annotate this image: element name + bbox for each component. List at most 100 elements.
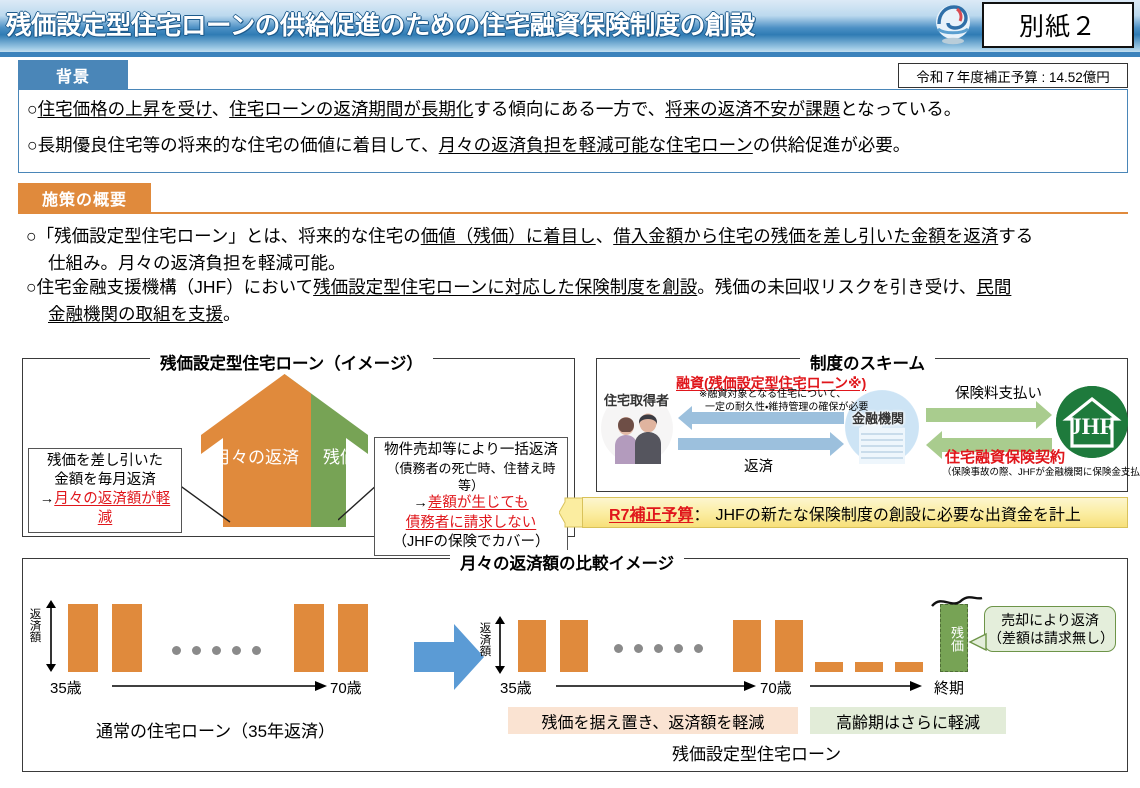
loan-image-title: 残価設定型住宅ローン（イメージ） (150, 350, 433, 374)
ellipsis-dot (674, 644, 683, 653)
bar-right-elderly-1 (815, 662, 843, 672)
callout-reduced-monthly-payment: 残価を差し引いた 金額を毎月返済 →月々の返済額が軽減 (28, 448, 182, 533)
bar-right-main-4 (775, 620, 803, 672)
budget-note-label: 令和７年度補正予算 : 14.52億円 (916, 69, 1110, 85)
bar-right-main-2 (560, 620, 588, 672)
bar-right-elderly-2 (855, 662, 883, 672)
left-panel-caption: 通常の住宅ローン（35年返済） (96, 722, 336, 741)
callout-left-line-1: 残価を差し引いた (47, 453, 163, 469)
header-rule (0, 52, 1140, 57)
leader-line-left (175, 482, 231, 523)
right-panel-ellipsis (614, 644, 703, 653)
house-label-monthly-repayment: 月々の返済 (214, 448, 299, 467)
bubble-line-2: （差額は請求無し） (988, 630, 1114, 647)
ellipsis-dot (654, 644, 663, 653)
scheme-actor-bank-label: 金融機関 (852, 411, 905, 426)
scheme-label-insurance-contract: 住宅融資保険契約 (945, 449, 1066, 466)
jhf-house-logo-icon: JHF (1056, 386, 1128, 458)
callout-lump-sum-repayment: 物件売却等により一括返済 （債務者の死亡時、住替え時等） →差額が生じても 債務… (374, 437, 568, 556)
r7-banner-label: R7補正予算 (609, 506, 694, 524)
section-tab-background: 背景 (18, 60, 128, 90)
right-panel-x-axis-arrow-2 (810, 681, 922, 691)
callout-right-line-1: 物件売却等により一括返済 (384, 442, 558, 458)
scheme-label-repayment: 返済 (744, 459, 773, 475)
callout-sale-repayment: 売却により返済 （差額は請求無し） (984, 606, 1116, 653)
r7-banner-arrow-tail (559, 497, 585, 528)
house-label-residual-value: 残価 (323, 448, 357, 467)
scheme-label-loan: 融資(残価設定型住宅ローン※) (676, 375, 867, 391)
band-label-residual-deferred: 残価を据え置き、返済額を軽減 (508, 707, 798, 734)
couple-avatar-icon (601, 392, 673, 464)
right-panel-x-axis-arrow-1 (556, 681, 756, 691)
ellipsis-dot (694, 644, 703, 653)
bar-residual-value (940, 604, 968, 672)
ellipsis-dot (232, 646, 241, 655)
house-diagram-icon (201, 374, 368, 527)
bubble-tail-icon (968, 632, 987, 652)
bar-residual-value-label: 残価 (949, 626, 964, 652)
right-panel-x-start-label: 35歳 (500, 680, 532, 697)
ellipsis-dot (634, 644, 643, 653)
page-title: 残価設定型住宅ローンの供給促進のための住宅融資保険制度の創設 (6, 12, 755, 40)
right-panel-caption: 残価設定型住宅ローン (672, 745, 842, 764)
left-panel-y-axis-label: 返済額 (28, 608, 41, 643)
left-panel-ellipsis (172, 646, 261, 655)
bar-right-main-1 (518, 620, 546, 672)
ellipsis-dot (212, 646, 221, 655)
scheme-arrows-left (678, 406, 844, 456)
section-tab-outline-label: 施策の概要 (41, 192, 127, 209)
background-bullet-1: ○住宅価格の上昇を受け、住宅ローンの返済期間が長期化する傾向にある一方で、将来の… (27, 99, 962, 119)
bar-right-elderly-3 (895, 662, 923, 672)
r7-banner-text: JHFの新たな保険制度の創設に必要な出資金を計上 (715, 506, 1081, 524)
r7-budget-banner: R7補正予算 ： JHFの新たな保険制度の創設に必要な出資金を計上 (582, 497, 1128, 528)
bar-right-main-3 (733, 620, 761, 672)
scheme-actor-buyer-label: 住宅取得者 (604, 393, 670, 408)
budget-note-box: 令和７年度補正予算 : 14.52億円 (898, 63, 1128, 88)
scheme-arrows-right (926, 401, 1052, 459)
background-panel: ○住宅価格の上昇を受け、住宅ローンの返済期間が長期化する傾向にある一方で、将来の… (18, 89, 1128, 173)
scheme-label-premium-payment: 保険料支払い (955, 386, 1042, 402)
bar-left-3 (294, 604, 324, 672)
bar-left-2 (112, 604, 142, 672)
ellipsis-dot (614, 644, 623, 653)
callout-right-line-4: 債務者に請求しない (405, 514, 537, 531)
left-panel-x-start-label: 35歳 (50, 680, 82, 697)
bar-left-1 (68, 604, 98, 672)
callout-right-line-3: →差額が生じても (413, 495, 529, 512)
right-panel-y-axis (495, 616, 505, 674)
scheme-label-insurance-contract-note: （保険事故の際、JHFが金融機関に保険金支払い） (942, 467, 1140, 478)
transition-arrow-icon (414, 624, 484, 690)
callout-right-line-5: （JHFの保険でカバー） (392, 533, 550, 550)
right-panel-x-end-label: 終期 (934, 680, 965, 697)
callout-left-line-2: 金額を毎月返済 (54, 472, 156, 489)
right-panel-x-mid-label: 70歳 (760, 680, 792, 697)
outline-bullet-2-line-1: ○住宅金融支援機構（JHF）において残価設定型住宅ローンに対応した保険制度を創設… (26, 277, 1012, 297)
ellipsis-dot (192, 646, 201, 655)
outline-bullet-1-line-2: 仕組み。月々の返済負担を軽減可能。 (48, 253, 346, 273)
scheme-title: 制度のスキーム (800, 350, 936, 374)
jhf-logo-text: JHF (1070, 414, 1113, 439)
bubble-line-1: 売却により返済 (1001, 612, 1099, 628)
left-panel-x-axis-arrow (112, 681, 327, 691)
left-panel-x-end-label: 70歳 (330, 680, 362, 697)
attachment-number-label: 別紙２ (1018, 13, 1097, 41)
scheme-label-loan-note: ※融資対象となる住宅について、 一定の耐久性・維持管理の確保が必要 (699, 389, 869, 413)
ellipsis-dot (172, 646, 181, 655)
attachment-number-box: 別紙２ (982, 2, 1134, 48)
bar-left-4 (338, 604, 368, 672)
ellipsis-dot (252, 646, 261, 655)
comparison-chart-title: 月々の返済額の比較イメージ (450, 550, 685, 574)
section-tab-outline: 施策の概要 (18, 183, 151, 213)
leader-line-right (338, 484, 379, 521)
left-panel-y-axis (46, 600, 56, 672)
outline-bullet-1-line-1: ○「残価設定型住宅ローン」とは、将来的な住宅の価値（残価）に着目し、借入金額から… (26, 226, 1034, 246)
background-bullet-2: ○長期優良住宅等の将来的な住宅の価値に着目して、月々の返済負担を軽減可能な住宅ロ… (27, 135, 911, 155)
outline-bullet-2-line-2: 金融機関の取組を支援。 (48, 304, 241, 324)
r7-banner-separator: ： (693, 506, 710, 524)
residual-bar-break-squiggle-icon (931, 596, 983, 607)
mlit-logo-icon (936, 5, 970, 45)
outline-panel: ○「残価設定型住宅ローン」とは、将来的な住宅の価値（残価）に着目し、借入金額から… (18, 212, 1128, 324)
callout-left-line-3: →月々の返済額が軽減 (39, 491, 171, 527)
right-panel-y-axis-label: 返済額 (478, 622, 491, 657)
